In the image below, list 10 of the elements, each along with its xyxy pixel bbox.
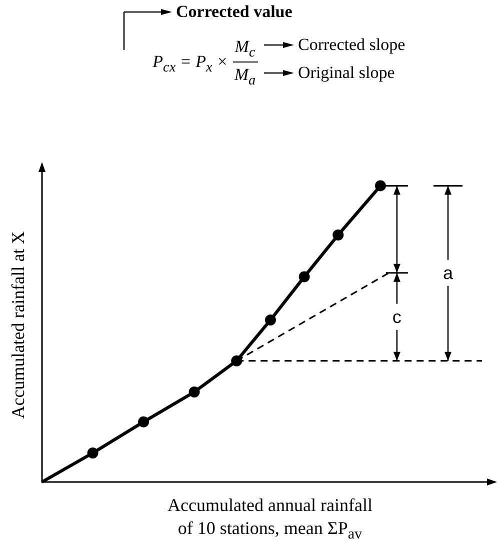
text: M$_{c}$	[234, 37, 256, 60]
text: Corrected value	[176, 2, 292, 21]
y-axis-title: Accumulated rainfall at X	[8, 231, 28, 419]
text: M$_{a}$	[234, 65, 256, 88]
annotation: c	[392, 306, 402, 327]
annotation: a	[442, 262, 454, 283]
text: P$_{cx}$ = P$_{x}$ ×	[152, 52, 228, 76]
x-axis-title: Accumulated annual rainfall of 10 stations, mean ΣP$_{av}$	[168, 494, 372, 545]
text: Original slope	[298, 63, 395, 82]
text: Corrected slope	[298, 35, 406, 54]
